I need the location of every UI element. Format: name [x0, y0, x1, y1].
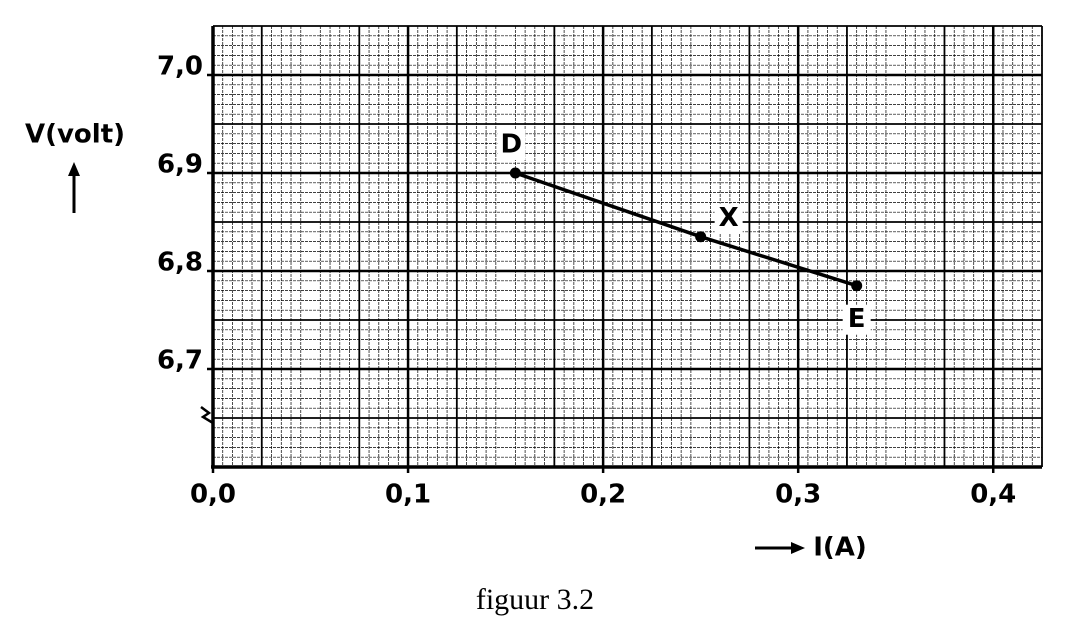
x-tick-label: 0,1	[385, 480, 431, 510]
point-label: X	[719, 203, 739, 233]
point-label-bg	[842, 304, 871, 335]
x-tick-label: 0,2	[580, 480, 626, 510]
x-tick-label: 0,4	[970, 480, 1016, 510]
y-tick-label: 6,7	[157, 346, 203, 376]
y-arrow-head	[68, 162, 80, 176]
x-tick-label: 0,0	[190, 480, 236, 510]
x-tick-label: 0,3	[775, 480, 821, 510]
x-axis-label: I(A)	[813, 533, 867, 563]
y-tick-label: 6,9	[157, 150, 203, 180]
caption: figuur 3.2	[476, 583, 594, 616]
y-axis-label: V(volt)	[25, 120, 125, 150]
point	[851, 280, 863, 292]
line	[514, 171, 858, 288]
point-label: D	[501, 130, 523, 160]
y-tick-label: 6,8	[157, 248, 203, 278]
point-label-bg	[714, 203, 743, 234]
y-tick-label: 7,0	[157, 52, 203, 82]
axis-break	[200, 406, 214, 425]
grid	[213, 25, 1043, 467]
point-label-bg	[497, 130, 526, 160]
point	[509, 167, 521, 179]
point-label: E	[848, 304, 866, 334]
x-arrow-head	[791, 542, 805, 554]
point	[695, 231, 707, 243]
